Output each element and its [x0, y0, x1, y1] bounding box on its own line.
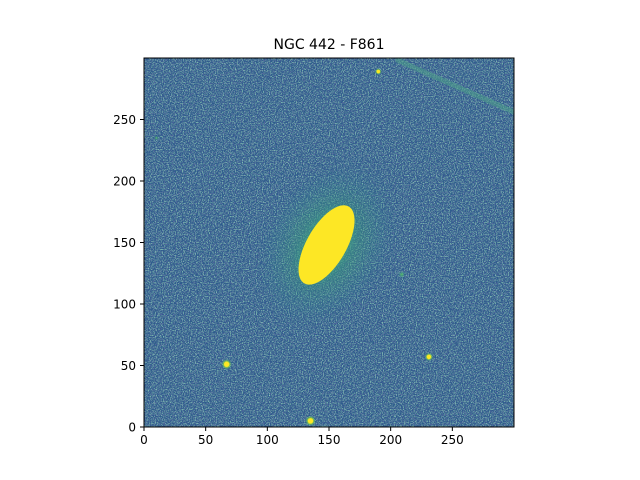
star-1	[221, 359, 232, 370]
y-axis: 0 50 100 150 200 250	[113, 113, 144, 435]
y-tick-label: 50	[121, 359, 136, 373]
galaxy-bright-core	[298, 205, 355, 285]
source-core	[426, 354, 431, 359]
star-4	[374, 68, 382, 75]
y-tick-label: 0	[128, 421, 136, 435]
source-glow	[153, 135, 159, 141]
x-tick-label: 0	[140, 433, 148, 447]
x-tick-label: 100	[256, 433, 279, 447]
galaxy-core	[252, 157, 402, 333]
y-tick-label: 200	[113, 175, 136, 189]
faint-source-2	[153, 135, 159, 141]
plot-title: NGC 442 - F861	[274, 37, 385, 53]
source-glow	[398, 270, 406, 279]
x-tick-label: 150	[318, 433, 341, 447]
x-tick-label: 250	[441, 433, 464, 447]
x-tick-label: 50	[198, 433, 213, 447]
image-area	[144, 58, 514, 427]
y-tick-label: 150	[113, 236, 136, 250]
sources-layer	[153, 58, 514, 427]
source-core	[307, 418, 314, 424]
star-2	[305, 415, 316, 427]
x-tick-label: 200	[379, 433, 402, 447]
y-tick-label: 250	[113, 113, 136, 127]
source-core	[376, 69, 381, 74]
faint-source-1	[398, 270, 406, 279]
y-tick-label: 100	[113, 298, 136, 312]
source-core	[224, 361, 230, 367]
x-axis: 0 50 100 150 200 250	[140, 427, 464, 447]
star-3	[424, 352, 434, 362]
satellite-streak	[395, 58, 514, 115]
